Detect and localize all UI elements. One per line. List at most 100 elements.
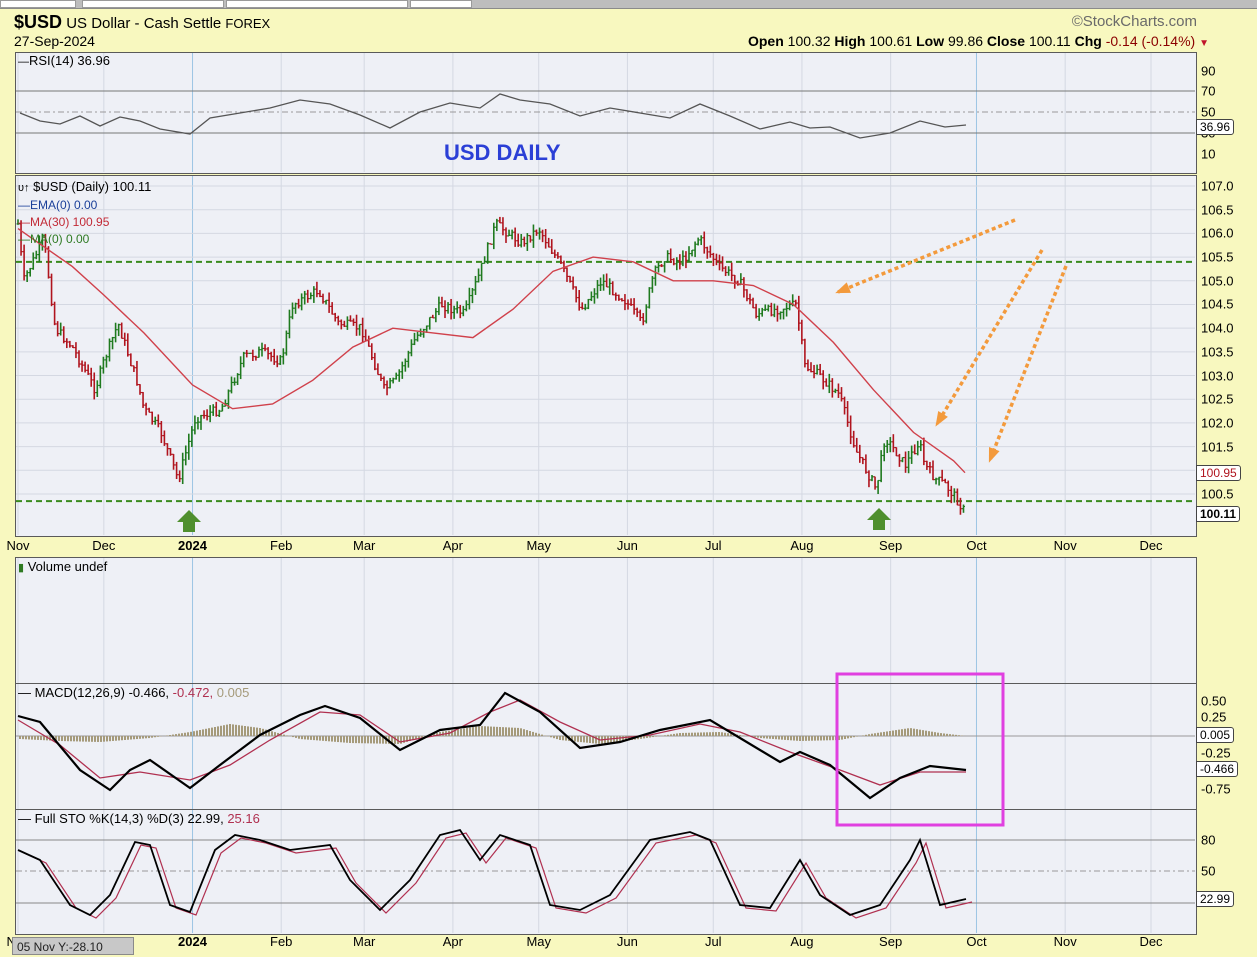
price-tick: 100.5: [1201, 486, 1234, 502]
macd-value: -0.466,: [128, 685, 170, 700]
macd-label: — MACD(12,26,9) -0.466, -0.472, 0.005: [18, 685, 250, 700]
x-tick-label: Feb: [270, 934, 293, 949]
x-tick-label: Nov: [1053, 538, 1077, 553]
x-tick-label: Sep: [879, 538, 903, 553]
close-value: 100.11: [1028, 33, 1071, 49]
strip-tab-1[interactable]: [0, 0, 76, 8]
price-tick: 103.5: [1201, 344, 1234, 360]
x-tick-label: Mar: [352, 934, 376, 949]
price-tick: 106.0: [1201, 225, 1234, 241]
price-tick: 105.0: [1201, 273, 1234, 289]
open-value: 100.32: [787, 33, 831, 49]
close-label: Close: [986, 33, 1026, 49]
x-tick-label: Dec: [92, 538, 116, 553]
strip-tab-2[interactable]: [82, 0, 224, 8]
x-tick-label: Feb: [270, 538, 293, 553]
price-tick: 104.0: [1201, 320, 1234, 336]
x-tick-label: Jun: [616, 538, 638, 553]
x-tick-label: Nov: [6, 538, 30, 553]
close-tag: 100.11: [1196, 506, 1241, 522]
x-tick-label: Jul: [704, 934, 722, 949]
rsi-tick: 90: [1201, 63, 1216, 79]
sto-label-prefix: Full STO %K(14,3) %D(3): [34, 811, 184, 826]
rsi-tick: 70: [1201, 83, 1216, 99]
sto-k-value: 22.99,: [187, 811, 224, 826]
rsi-panel[interactable]: [15, 52, 1197, 174]
exchange: FOREX: [225, 16, 271, 31]
bars-icon: ▮: [18, 562, 25, 574]
sto-label: — Full STO %K(14,3) %D(3) 22.99, 25.16: [18, 811, 260, 826]
strip-tab-3[interactable]: [226, 0, 408, 8]
chg-label: Chg: [1074, 33, 1102, 49]
legend-ma0-text: MA(0) 0.00: [30, 232, 90, 246]
down-arrow-icon: ▼: [1199, 38, 1209, 49]
macd-tick: 0.25: [1201, 709, 1227, 725]
price-tick: 106.5: [1201, 202, 1234, 218]
price-tick: 105.5: [1201, 249, 1234, 265]
x-tick-label: Dec: [1139, 538, 1163, 553]
rsi-label: —RSI(14) 36.96: [18, 53, 110, 68]
chart-heading: $USD US Dollar - Cash Settle FOREX: [14, 12, 270, 33]
rsi-current-tag: 36.96: [1196, 119, 1235, 135]
rsi-tick: 10: [1201, 146, 1216, 162]
macd-tick: -0.75: [1201, 781, 1231, 797]
legend-ema-text: EMA(0) 0.00: [30, 198, 98, 212]
candle-icon: υ↑: [18, 182, 30, 194]
macd-hist-tag: 0.005: [1196, 727, 1235, 743]
price-tick: 102.5: [1201, 391, 1234, 407]
legend-ma0: —MA(0) 0.00: [18, 232, 90, 246]
x-tick-label: May: [526, 538, 551, 553]
x-tick-label: Jul: [704, 538, 722, 553]
x-tick-label: Apr: [442, 934, 463, 949]
rsi-label-text: RSI(14) 36.96: [29, 53, 110, 68]
x-tick-label: Dec: [1139, 934, 1163, 949]
sto-tick: 80: [1201, 832, 1216, 848]
legend-ma30-text: MA(30) 100.95: [30, 215, 110, 229]
price-tick: 107.0: [1201, 178, 1234, 194]
symbol: $USD: [14, 12, 63, 32]
x-tick-label: Oct: [966, 934, 987, 949]
macd-tick: -0.25: [1201, 745, 1231, 761]
volume-label: ▮ Volume undef: [18, 559, 107, 574]
macd-signal-value: -0.472,: [172, 685, 214, 700]
legend-ma30: —MA(30) 100.95: [18, 215, 110, 229]
x-tick-label: Sep: [879, 934, 903, 949]
status-bar: 05 Nov Y:-28.10: [12, 937, 134, 955]
legend-price: υ↑ $USD (Daily) 100.11: [18, 178, 151, 197]
annotation-title: USD DAILY: [444, 140, 561, 165]
brand-logo: ©StockCharts.com: [1071, 13, 1197, 30]
x-tick-label: Nov: [1053, 934, 1077, 949]
strip-tab-4[interactable]: [410, 0, 472, 8]
sto-tag: 22.99: [1196, 891, 1235, 907]
price-tick: 103.0: [1201, 368, 1234, 384]
volume-label-text: Volume undef: [27, 559, 108, 574]
x-tick-label: Oct: [966, 538, 987, 553]
sto-d-value: 25.16: [227, 811, 260, 826]
x-tick-label: Aug: [790, 538, 814, 553]
open-label: Open: [747, 33, 784, 49]
x-tick-label: 2024: [178, 934, 207, 949]
price-panel[interactable]: [15, 175, 1197, 537]
low-value: 99.86: [947, 33, 984, 49]
ma30-tag: 100.95: [1196, 465, 1241, 481]
macd-tick: 0.50: [1201, 693, 1227, 709]
x-tick-label: 2024: [178, 538, 207, 553]
macd-tag: -0.466: [1196, 761, 1239, 777]
x-tick-label: Mar: [352, 538, 376, 553]
volume-panel[interactable]: [15, 557, 1197, 685]
sto-tick: 50: [1201, 863, 1216, 879]
high-label: High: [834, 33, 866, 49]
rsi-tick: 50: [1201, 104, 1216, 120]
x-tick-label: Jun: [616, 934, 638, 949]
chart-date: 27-Sep-2024: [14, 33, 95, 49]
price-tick: 104.5: [1201, 296, 1234, 312]
symbol-name: US Dollar - Cash Settle: [66, 15, 222, 32]
macd-label-prefix: MACD(12,26,9): [34, 685, 125, 700]
price-tick: 102.0: [1201, 415, 1234, 431]
sto-panel[interactable]: [15, 809, 1197, 935]
ohlc-readout: Open 100.32 High 100.61 Low 99.86 Close …: [748, 33, 1209, 49]
macd-hist-value: 0.005: [216, 685, 250, 700]
chg-value: -0.14 (-0.14%): [1105, 33, 1196, 49]
price-tick: 101.5: [1201, 439, 1234, 455]
macd-panel[interactable]: [15, 683, 1197, 811]
